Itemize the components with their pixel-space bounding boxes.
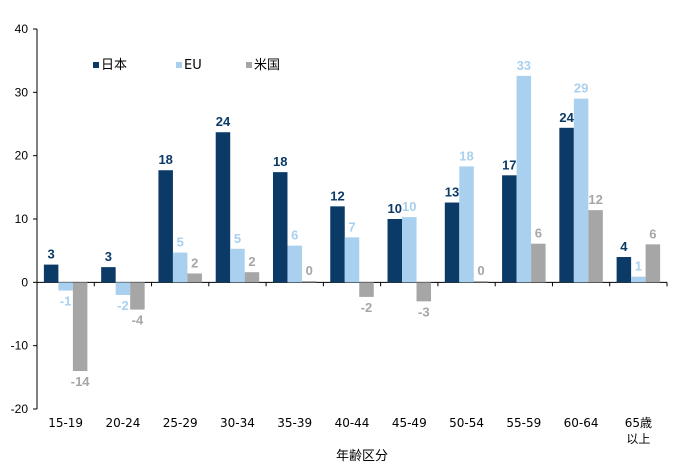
x-tick-label: 20-24 bbox=[105, 416, 140, 430]
x-tick-label: 35-39 bbox=[277, 416, 312, 430]
y-tick-label: -20 bbox=[11, 402, 29, 416]
data-label: 7 bbox=[348, 219, 355, 234]
bar bbox=[58, 282, 73, 291]
legend-swatch bbox=[176, 62, 182, 68]
bar bbox=[101, 267, 116, 283]
bar bbox=[130, 282, 145, 310]
data-label: -2 bbox=[117, 298, 129, 313]
data-label: -1 bbox=[60, 294, 72, 309]
data-label: -4 bbox=[132, 313, 144, 328]
data-label: 18 bbox=[459, 148, 473, 163]
data-label: 0 bbox=[477, 263, 484, 278]
bar bbox=[531, 243, 546, 283]
bar bbox=[115, 282, 131, 295]
legend-label: EU bbox=[184, 58, 202, 73]
bar bbox=[645, 244, 661, 283]
data-label: 5 bbox=[177, 235, 184, 250]
bar bbox=[43, 264, 59, 283]
bar bbox=[616, 257, 632, 283]
bar bbox=[631, 276, 646, 283]
data-label: 10 bbox=[402, 199, 416, 214]
data-label: 29 bbox=[574, 81, 588, 96]
data-label: 18 bbox=[273, 154, 287, 169]
x-tick-label: 40-44 bbox=[335, 416, 370, 430]
bar bbox=[402, 217, 417, 283]
bar bbox=[444, 202, 460, 283]
y-tick-label: 20 bbox=[15, 149, 29, 163]
data-label: 6 bbox=[291, 228, 298, 243]
bar bbox=[187, 273, 202, 283]
bar bbox=[215, 132, 231, 283]
x-tick-label: 30-34 bbox=[220, 416, 255, 430]
x-tick-label: 50-54 bbox=[449, 416, 484, 430]
bar bbox=[344, 237, 360, 283]
y-tick-label: 0 bbox=[21, 275, 28, 289]
bar bbox=[244, 272, 260, 283]
bars bbox=[43, 75, 661, 371]
bar bbox=[301, 281, 317, 283]
legend-swatch bbox=[93, 62, 99, 68]
bar bbox=[387, 219, 403, 283]
bar bbox=[502, 175, 517, 283]
data-label: -2 bbox=[361, 300, 373, 315]
data-label: 0 bbox=[306, 263, 313, 278]
legend-swatch bbox=[246, 62, 252, 68]
bar bbox=[72, 282, 88, 371]
data-label: 24 bbox=[559, 110, 574, 125]
data-label: -14 bbox=[71, 374, 91, 389]
data-label: 33 bbox=[517, 58, 531, 73]
data-label: 2 bbox=[191, 255, 198, 270]
bar bbox=[272, 172, 288, 283]
x-tick-label: 60-64 bbox=[564, 416, 599, 430]
legend: 日本 EU 米国 bbox=[93, 58, 280, 73]
legend-label: 米国 bbox=[254, 58, 280, 73]
data-label: 12 bbox=[588, 192, 602, 207]
data-label: 18 bbox=[158, 152, 172, 167]
y-tick-label: -10 bbox=[11, 339, 29, 353]
bar bbox=[359, 282, 374, 297]
bar bbox=[473, 281, 489, 283]
data-label: 2 bbox=[248, 254, 255, 269]
bar bbox=[588, 210, 603, 283]
data-label: 6 bbox=[535, 226, 542, 241]
bar bbox=[172, 252, 188, 283]
data-label: 17 bbox=[502, 157, 516, 172]
bar bbox=[287, 245, 302, 283]
data-label: 6 bbox=[649, 226, 656, 241]
data-label: 12 bbox=[330, 188, 344, 203]
data-label: 4 bbox=[620, 239, 628, 254]
x-tick-label: 65歳以上 bbox=[625, 416, 652, 446]
y-tick-label: 30 bbox=[15, 85, 29, 99]
x-tick-label: 15-19 bbox=[48, 416, 83, 430]
bar bbox=[459, 166, 474, 283]
bar bbox=[230, 248, 245, 283]
x-axis-title: 年齢区分 bbox=[336, 449, 388, 464]
data-label: 5 bbox=[234, 231, 241, 246]
legend-label: 日本 bbox=[101, 58, 127, 73]
data-label: 24 bbox=[216, 114, 231, 129]
data-label: 10 bbox=[388, 201, 402, 216]
data-label: 3 bbox=[48, 247, 55, 262]
data-label: -3 bbox=[418, 304, 430, 319]
x-tick-label: 55-59 bbox=[506, 416, 541, 430]
x-tick-label: 25-29 bbox=[163, 416, 198, 430]
y-tick-label: 40 bbox=[15, 22, 29, 36]
bar bbox=[516, 75, 532, 283]
data-label: 3 bbox=[105, 249, 112, 264]
bar bbox=[158, 170, 173, 283]
y-tick-label: 10 bbox=[15, 212, 29, 226]
data-label: 13 bbox=[445, 185, 459, 200]
bar bbox=[559, 127, 574, 283]
x-tick-label: 45-49 bbox=[392, 416, 427, 430]
bar bbox=[573, 98, 589, 283]
bar bbox=[330, 206, 345, 283]
data-label: 1 bbox=[635, 259, 642, 274]
bar bbox=[416, 282, 432, 302]
